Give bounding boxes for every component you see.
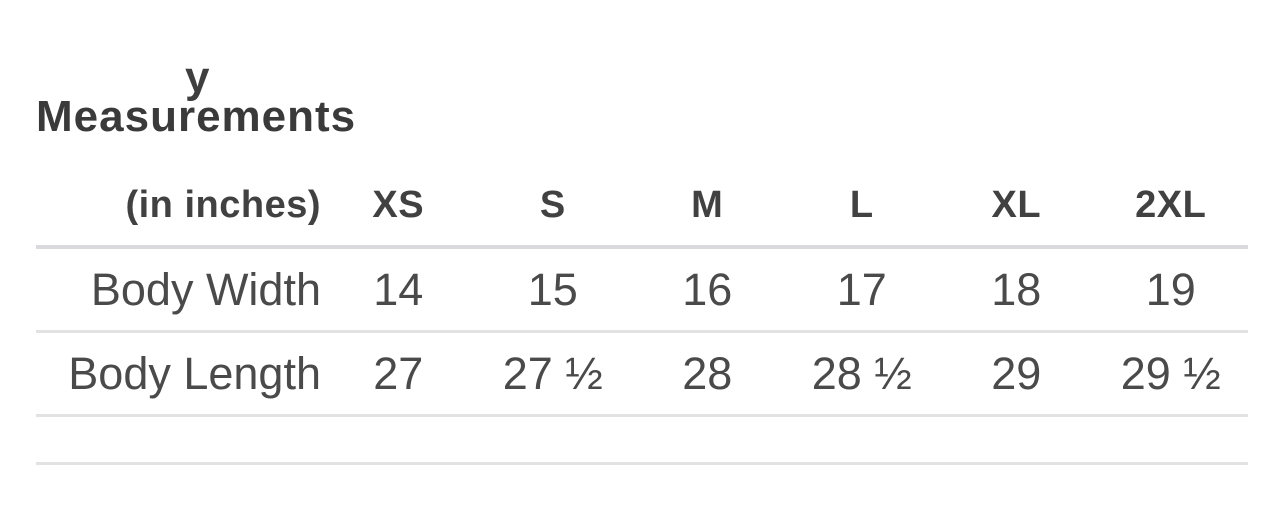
unit-label: (in inches) <box>125 183 321 226</box>
column-header-m: M <box>691 183 724 226</box>
column-header-xs: XS <box>372 183 425 226</box>
column-header-l: L <box>849 183 874 226</box>
body-length-2xl: 29 ½ <box>1120 347 1221 399</box>
body-length-xs: 27 <box>373 347 424 399</box>
body-length-s: 27 ½ <box>502 347 603 399</box>
body-length-l: 28 ½ <box>811 347 912 399</box>
column-header-2xl: 2XL <box>1135 183 1207 226</box>
row-label-body-length: Body Length <box>68 347 321 399</box>
table-row-body-length: Body Length 27 27 ½ 28 28 ½ 29 29 ½ <box>36 333 1248 417</box>
body-width-2xl: 19 <box>1145 263 1196 315</box>
section-title: Measurements <box>36 92 357 141</box>
table-header-row: (in inches) XS S M L XL 2XL <box>36 139 1248 249</box>
body-length-m: 28 <box>682 347 733 399</box>
table-row-body-width: Body Width 14 15 16 17 18 19 <box>36 249 1248 333</box>
body-length-xl: 29 <box>991 347 1042 399</box>
body-width-l: 17 <box>836 263 887 315</box>
measurements-table: (in inches) XS S M L XL 2XL Body Width 1… <box>36 139 1248 465</box>
body-width-m: 16 <box>682 263 733 315</box>
body-width-xs: 14 <box>373 263 424 315</box>
column-header-xl: XL <box>991 183 1042 226</box>
empty-table-row <box>36 417 1248 465</box>
row-label-body-width: Body Width <box>90 263 321 315</box>
body-width-s: 15 <box>527 263 578 315</box>
column-header-s: S <box>539 183 566 226</box>
body-width-xl: 18 <box>991 263 1042 315</box>
